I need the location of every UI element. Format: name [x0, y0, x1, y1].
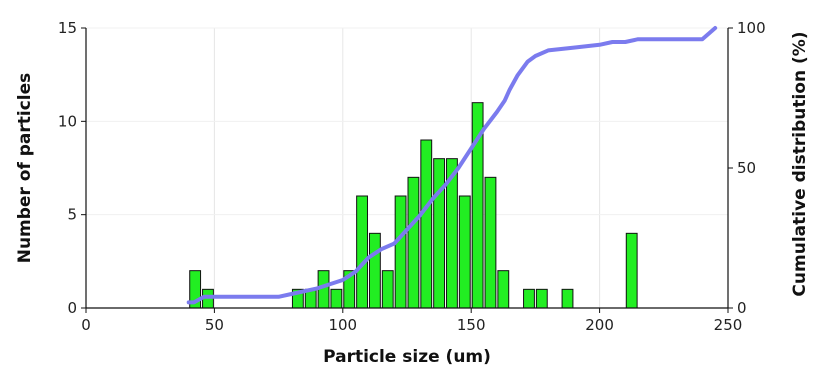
y-tick-label-5: 5 [67, 206, 77, 224]
bar-105 [356, 195, 368, 309]
cumulative-line-path [186, 26, 718, 305]
axes [81, 27, 733, 313]
y2-tick-label-50: 50 [737, 159, 756, 177]
bar-175 [535, 288, 548, 309]
bar-120 [394, 195, 407, 309]
y-tick-label-0: 0 [67, 299, 77, 317]
x-axis-title: Particle size (um) [323, 347, 491, 367]
y2-axis-title: Cumulative distribution (%) [790, 31, 810, 296]
bar-160 [497, 270, 510, 309]
x-tick-label-250: 250 [714, 316, 743, 334]
bar-115 [381, 270, 394, 309]
x-tick-label-200: 200 [585, 316, 614, 334]
bar-95 [330, 288, 343, 309]
x-tick-label-50: 50 [205, 316, 224, 334]
bar-170 [523, 288, 535, 309]
bar-185 [561, 288, 574, 309]
y-tick-label-15: 15 [58, 19, 77, 37]
bar-210 [625, 232, 638, 309]
y-axis-title: Number of particles [15, 73, 35, 264]
x-tick-label-100: 100 [328, 316, 357, 334]
bar-135 [433, 158, 446, 309]
y2-tick-label-100: 100 [737, 19, 766, 37]
bar-145 [458, 195, 471, 309]
cumulative-distribution-line [186, 26, 718, 305]
bar-125 [407, 176, 420, 309]
y-tick-label-10: 10 [58, 112, 77, 130]
bar-155 [484, 176, 497, 309]
y2-tick-label-0: 0 [737, 299, 747, 317]
particle-count-bars [189, 102, 638, 309]
bar-110 [368, 232, 381, 309]
x-tick-label-0: 0 [81, 316, 91, 334]
x-tick-label-150: 150 [457, 316, 486, 334]
bar-130 [420, 139, 433, 309]
